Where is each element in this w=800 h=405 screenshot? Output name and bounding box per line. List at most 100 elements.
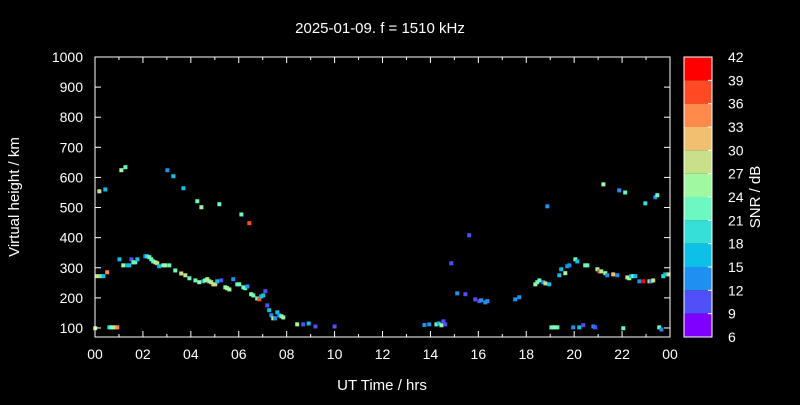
data-point <box>225 286 230 291</box>
data-point <box>541 280 546 285</box>
colorbar-tick-label: 15 <box>728 259 744 275</box>
x-tick-label: 00 <box>87 346 103 362</box>
data-point <box>171 174 176 179</box>
data-point <box>97 189 102 194</box>
y-tick-label: 400 <box>60 230 84 246</box>
data-point <box>643 201 648 206</box>
data-point <box>301 322 306 327</box>
data-point <box>195 199 200 204</box>
data-point <box>637 279 642 284</box>
data-point <box>275 310 280 315</box>
data-point <box>187 276 192 281</box>
data-point <box>269 313 274 318</box>
data-point <box>205 277 210 282</box>
colorbar-band <box>684 267 712 291</box>
colorbar-band <box>684 173 712 197</box>
data-point <box>197 280 202 285</box>
data-point <box>101 274 106 279</box>
x-tick-label: 16 <box>471 346 487 362</box>
data-point <box>199 205 204 210</box>
data-point <box>483 300 488 305</box>
data-point <box>651 278 656 283</box>
colorbar-tick-label: 18 <box>728 236 744 252</box>
data-point <box>163 263 168 268</box>
data-point <box>203 278 208 283</box>
colorbar-tick-label: 9 <box>728 306 736 322</box>
data-point <box>151 259 156 264</box>
data-point <box>227 287 232 292</box>
colorbar-tick-label: 6 <box>728 329 736 345</box>
data-point <box>215 279 220 284</box>
data-points <box>93 165 671 332</box>
x-tick-label: 20 <box>566 346 582 362</box>
y-tick-label: 900 <box>60 79 84 95</box>
data-point <box>99 274 104 279</box>
data-point <box>623 190 628 195</box>
colorbar-band <box>684 290 712 314</box>
data-point <box>313 324 318 329</box>
plot-frame <box>94 56 671 338</box>
data-point <box>441 319 446 324</box>
data-point <box>641 279 646 284</box>
y-tick-label: 700 <box>60 139 84 155</box>
data-point <box>105 270 110 275</box>
data-point <box>257 297 262 302</box>
data-point <box>219 278 224 283</box>
data-point <box>657 325 662 330</box>
x-tick-label: 22 <box>614 346 630 362</box>
data-point <box>605 273 610 278</box>
y-tick-label: 200 <box>60 290 84 306</box>
data-point <box>455 291 460 296</box>
data-point <box>557 273 562 278</box>
data-point <box>306 321 311 326</box>
data-point <box>103 187 108 192</box>
colorbar-band <box>684 103 712 127</box>
colorbar-tick-label: 42 <box>728 49 744 65</box>
y-axis-ticks: 100 200 300 400 500 600 700 800 900 1000 <box>52 49 670 336</box>
data-point <box>231 277 236 282</box>
data-point <box>567 263 572 268</box>
data-point <box>422 322 427 327</box>
x-tick-label: 08 <box>279 346 295 362</box>
colorbar-tick-label: 12 <box>728 282 744 298</box>
data-point <box>573 257 578 262</box>
data-point <box>473 297 478 302</box>
data-point <box>599 269 604 274</box>
data-point <box>571 325 576 330</box>
data-point <box>111 325 116 330</box>
data-point <box>513 297 518 302</box>
colorbar-band <box>684 220 712 244</box>
data-point <box>434 322 439 327</box>
data-point <box>543 281 548 286</box>
y-axis-label: Virtual height / km <box>6 137 23 257</box>
data-point <box>533 282 538 287</box>
data-point <box>135 257 140 262</box>
colorbar-tick-label: 39 <box>728 72 744 88</box>
data-point <box>181 186 186 191</box>
data-point <box>247 221 252 226</box>
data-point <box>243 286 248 291</box>
data-point <box>263 289 268 294</box>
data-point <box>553 325 558 330</box>
colorbar-band <box>684 150 712 174</box>
data-point <box>517 295 522 300</box>
data-point <box>129 257 134 262</box>
data-point <box>547 282 552 287</box>
data-point <box>213 282 218 287</box>
colorbar-band <box>684 57 712 81</box>
data-point <box>659 327 664 332</box>
data-point <box>245 284 250 289</box>
data-point <box>479 298 484 303</box>
y-tick-label: 600 <box>60 169 84 185</box>
data-point <box>237 282 242 287</box>
data-point <box>603 271 608 276</box>
data-point <box>95 274 100 279</box>
data-point <box>217 202 222 207</box>
data-point <box>467 233 472 238</box>
y-tick-label: 800 <box>60 109 84 125</box>
data-point <box>575 259 580 264</box>
x-axis-label: UT Time / hrs <box>337 377 427 394</box>
data-point <box>209 280 214 285</box>
data-point <box>149 257 154 262</box>
data-point <box>277 313 282 318</box>
